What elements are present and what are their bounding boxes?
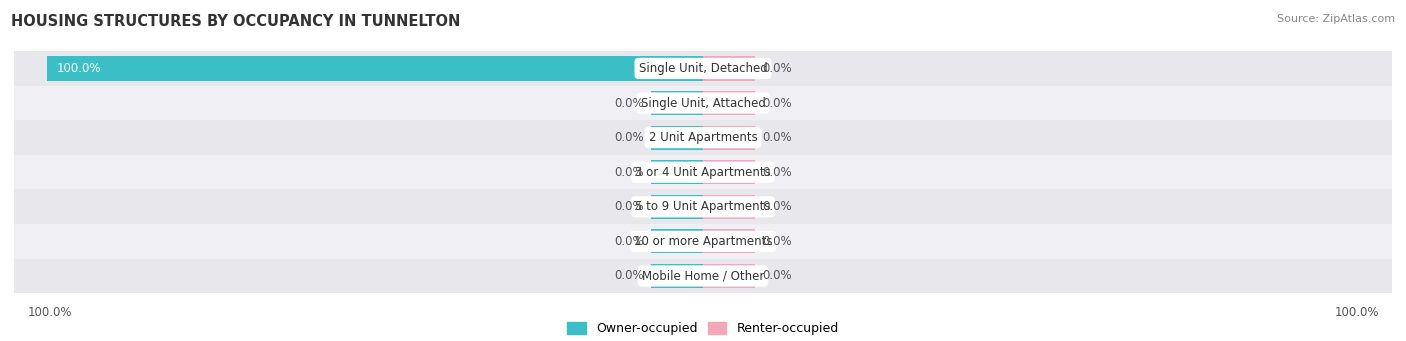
Text: Single Unit, Attached: Single Unit, Attached [641,97,765,109]
Text: 0.0%: 0.0% [762,131,792,144]
Text: 0.0%: 0.0% [614,200,644,213]
Text: HOUSING STRUCTURES BY OCCUPANCY IN TUNNELTON: HOUSING STRUCTURES BY OCCUPANCY IN TUNNE… [11,14,461,29]
Bar [703,125,755,150]
Text: Single Unit, Detached: Single Unit, Detached [638,62,768,75]
Text: 0.0%: 0.0% [614,97,644,109]
Bar [651,91,703,115]
Bar [703,56,755,80]
Bar [703,264,755,288]
Text: 0.0%: 0.0% [614,131,644,144]
Text: 10 or more Apartments: 10 or more Apartments [634,235,772,248]
Bar [651,160,703,184]
Legend: Owner-occupied, Renter-occupied: Owner-occupied, Renter-occupied [562,317,844,340]
Text: 0.0%: 0.0% [762,235,792,248]
Bar [14,51,1392,86]
Bar [14,259,1392,293]
Bar [651,264,703,288]
Text: 0.0%: 0.0% [762,166,792,179]
Text: 100.0%: 100.0% [27,306,72,319]
Bar [703,195,755,219]
Text: 100.0%: 100.0% [56,62,101,75]
Bar [651,229,703,253]
Bar [651,195,703,219]
Text: 0.0%: 0.0% [762,269,792,282]
Text: 2 Unit Apartments: 2 Unit Apartments [648,131,758,144]
Bar [14,120,1392,155]
Text: 0.0%: 0.0% [614,269,644,282]
Bar [14,190,1392,224]
Text: Source: ZipAtlas.com: Source: ZipAtlas.com [1277,14,1395,24]
Text: 0.0%: 0.0% [614,166,644,179]
Text: 0.0%: 0.0% [762,97,792,109]
Text: 0.0%: 0.0% [762,62,792,75]
Text: Mobile Home / Other: Mobile Home / Other [641,269,765,282]
Text: 0.0%: 0.0% [614,235,644,248]
Bar [703,91,755,115]
Text: 100.0%: 100.0% [1334,306,1379,319]
Bar [46,56,703,80]
Text: 5 to 9 Unit Apartments: 5 to 9 Unit Apartments [636,200,770,213]
Bar [703,229,755,253]
Text: 3 or 4 Unit Apartments: 3 or 4 Unit Apartments [636,166,770,179]
Bar [14,155,1392,190]
Bar [14,86,1392,120]
Bar [703,160,755,184]
Text: 0.0%: 0.0% [762,200,792,213]
Bar [651,125,703,150]
Bar [14,224,1392,259]
